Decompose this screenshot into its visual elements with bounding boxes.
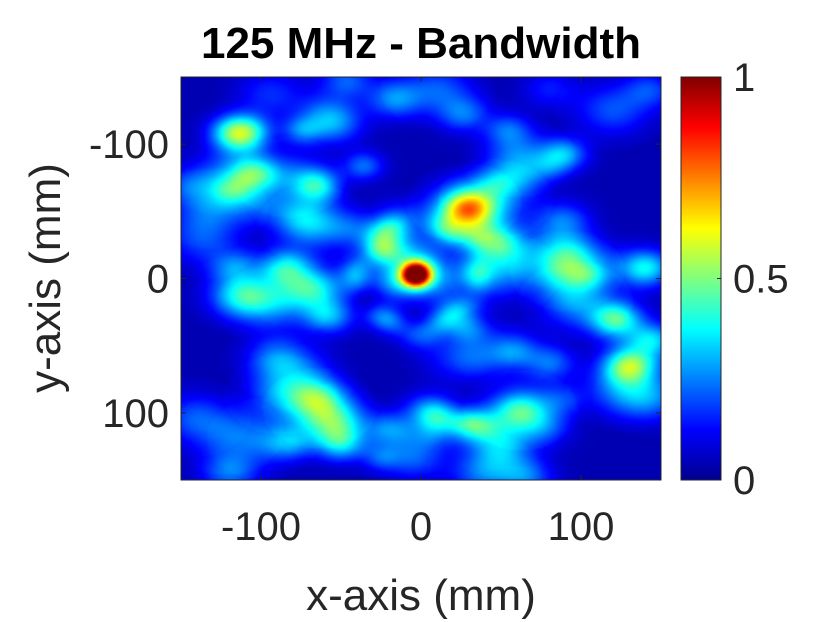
colorbar: [680, 76, 722, 481]
x-tick-label: -100: [221, 505, 301, 549]
plot-area: [181, 77, 661, 480]
y-tick-label: -100: [89, 123, 169, 167]
y-axis-ticks: -100 0 100: [89, 123, 661, 436]
x-tick-label: 100: [548, 505, 615, 549]
y-tick-label: 0: [147, 258, 169, 302]
x-tick-label: 0: [410, 505, 432, 549]
colorbar-tick-label: 0.5: [733, 258, 789, 302]
chart-title: 125 MHz - Bandwidth: [201, 19, 641, 68]
colorbar-ticks: 00.51: [717, 56, 789, 503]
x-axis-label: x-axis (mm): [306, 571, 536, 620]
colorbar-tick-label: 0: [733, 459, 755, 503]
heatmap-image: [181, 77, 661, 480]
y-tick-label: 100: [102, 392, 169, 436]
x-axis-ticks: -100 0 100: [221, 77, 614, 549]
y-axis-label: y-axis (mm): [21, 163, 70, 393]
colorbar-tick-label: 1: [733, 56, 755, 100]
